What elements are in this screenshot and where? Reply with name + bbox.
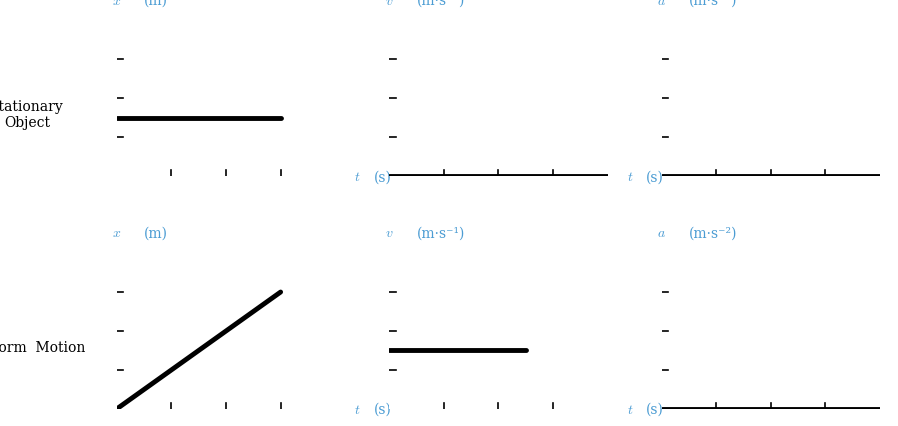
Text: (m): (m) xyxy=(144,226,168,240)
Text: (m·s⁻²): (m·s⁻²) xyxy=(689,0,737,8)
Text: Stationary
Object: Stationary Object xyxy=(0,100,64,130)
Text: $t$: $t$ xyxy=(355,170,361,184)
Text: (s): (s) xyxy=(646,402,664,416)
Text: $x$: $x$ xyxy=(112,226,121,240)
Text: (m·s⁻¹): (m·s⁻¹) xyxy=(417,226,465,240)
Text: $t$: $t$ xyxy=(627,402,633,416)
Text: (s): (s) xyxy=(374,402,392,416)
Text: $v$: $v$ xyxy=(385,226,393,240)
Text: (s): (s) xyxy=(374,170,392,184)
Text: (m): (m) xyxy=(144,0,168,8)
Text: Uniform  Motion: Uniform Motion xyxy=(0,340,85,354)
Text: $a$: $a$ xyxy=(657,0,666,8)
Text: (m·s⁻²): (m·s⁻²) xyxy=(689,226,737,240)
Text: $a$: $a$ xyxy=(657,226,666,240)
Text: $t$: $t$ xyxy=(627,170,633,184)
Text: $x$: $x$ xyxy=(112,0,121,8)
Text: (m·s⁻¹): (m·s⁻¹) xyxy=(417,0,465,8)
Text: (s): (s) xyxy=(646,170,664,184)
Text: $t$: $t$ xyxy=(355,402,361,416)
Text: $v$: $v$ xyxy=(385,0,393,8)
